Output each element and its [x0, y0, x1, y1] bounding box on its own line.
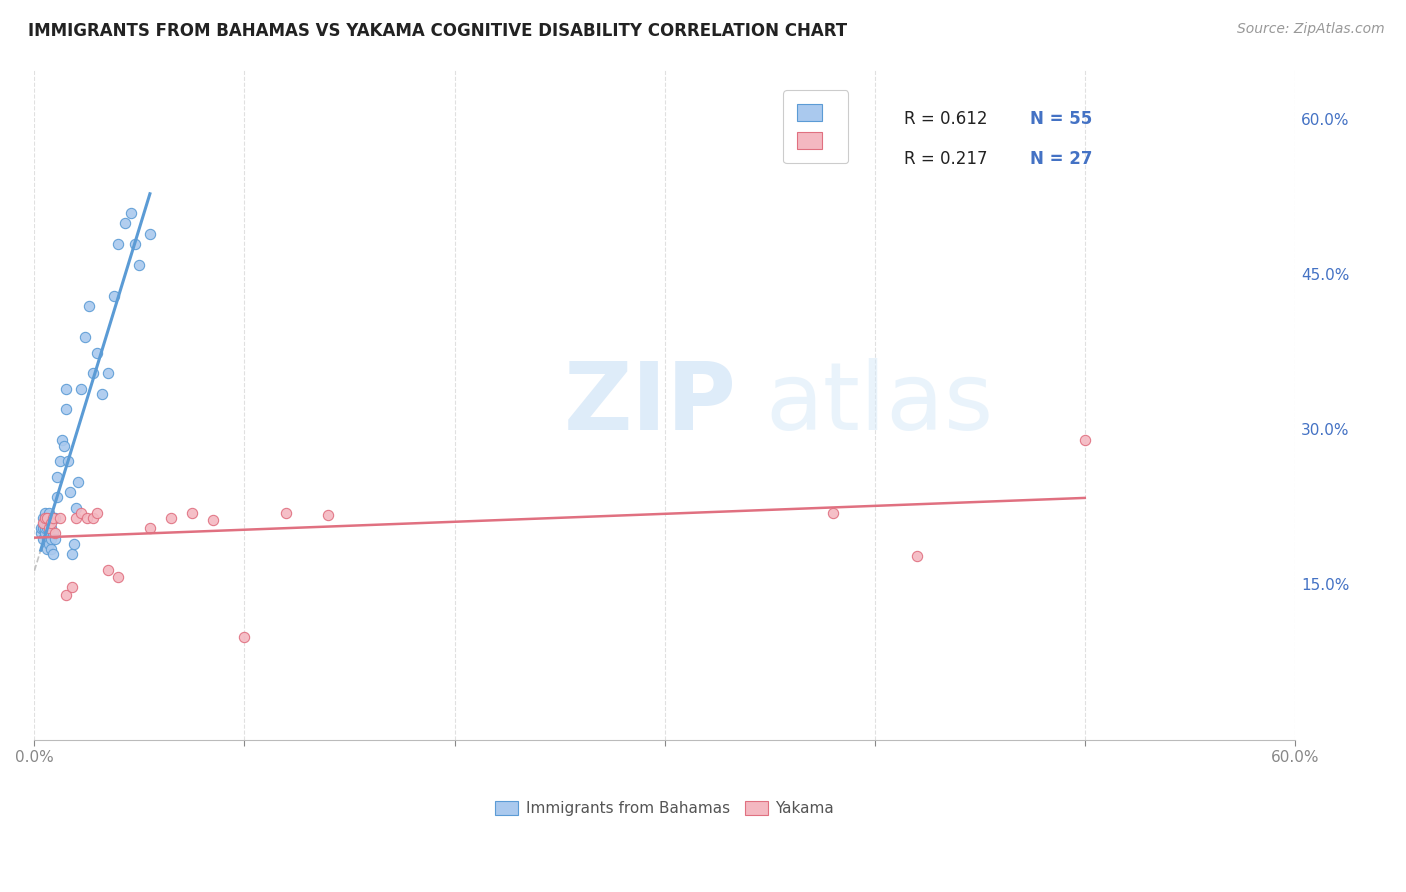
Text: Source: ZipAtlas.com: Source: ZipAtlas.com [1237, 22, 1385, 37]
Point [35, 521, 58, 535]
Text: N = 55: N = 55 [1031, 110, 1092, 128]
Point [42, 547, 65, 561]
Point [65, 500, 87, 515]
Point [82, 511, 104, 525]
Point [34, 526, 56, 541]
Point [65, 511, 87, 525]
Text: 30.0%: 30.0% [1301, 423, 1350, 438]
Text: 45.0%: 45.0% [1301, 268, 1350, 283]
Point [34, 511, 56, 525]
Text: 60.0%: 60.0% [1301, 112, 1350, 128]
Point [34, 521, 56, 535]
Point [46, 490, 69, 504]
Point [31, 511, 53, 525]
Point [51, 434, 73, 448]
Point [52, 439, 75, 453]
Point [44, 511, 66, 525]
Point [114, 217, 136, 231]
Point [77, 299, 100, 313]
Text: atlas: atlas [765, 359, 994, 450]
Point [30, 521, 52, 535]
Point [69, 382, 91, 396]
Point [63, 537, 86, 551]
Point [59, 485, 82, 500]
Point [39, 516, 62, 530]
Point [31, 516, 53, 530]
Point [97, 563, 120, 577]
Point [90, 387, 112, 401]
Point [31, 532, 53, 546]
Point [34, 506, 56, 520]
Text: IMMIGRANTS FROM BAHAMAS VS YAKAMA COGNITIVE DISABILITY CORRELATION CHART: IMMIGRANTS FROM BAHAMAS VS YAKAMA COGNIT… [28, 22, 848, 40]
Point [34, 516, 56, 530]
Point [139, 521, 162, 535]
Point [42, 511, 65, 525]
Point [128, 258, 150, 272]
Point [60, 547, 83, 561]
Point [124, 237, 146, 252]
Point [73, 330, 96, 344]
Point [46, 469, 69, 483]
Point [67, 475, 90, 489]
Point [82, 366, 104, 380]
Point [86, 345, 108, 359]
Text: ZIP: ZIP [564, 359, 737, 450]
Text: R = 0.612: R = 0.612 [904, 110, 987, 128]
Point [97, 366, 120, 380]
Point [55, 588, 77, 602]
Point [48, 454, 70, 468]
Point [35, 511, 58, 525]
Point [107, 570, 129, 584]
Point [107, 237, 129, 252]
Point [39, 541, 62, 556]
Point [35, 541, 58, 556]
Point [201, 513, 224, 527]
Point [38, 521, 60, 535]
Point [44, 532, 66, 546]
Point [35, 532, 58, 546]
Point [60, 580, 83, 594]
Text: N = 27: N = 27 [1031, 150, 1092, 169]
Point [160, 511, 183, 525]
Point [35, 511, 58, 525]
Point [76, 511, 98, 525]
Point [44, 526, 66, 541]
Point [233, 630, 256, 644]
Point [34, 511, 56, 525]
Point [38, 506, 60, 520]
Point [120, 206, 142, 220]
Point [39, 532, 62, 546]
Point [56, 454, 79, 468]
Point [276, 506, 298, 520]
Point [103, 289, 125, 303]
Point [905, 549, 928, 563]
Legend: Immigrants from Bahamas, Yakama: Immigrants from Bahamas, Yakama [489, 795, 841, 822]
Point [55, 402, 77, 417]
Point [69, 506, 91, 520]
Point [38, 526, 60, 541]
Point [38, 516, 60, 530]
Point [318, 508, 340, 522]
Point [30, 526, 52, 541]
Point [39, 511, 62, 525]
Point [86, 506, 108, 520]
Point [181, 506, 204, 520]
Point [821, 506, 844, 520]
Point [35, 516, 58, 530]
Text: R = 0.217: R = 0.217 [904, 150, 987, 169]
Text: 15.0%: 15.0% [1301, 577, 1350, 592]
Point [48, 511, 70, 525]
Point [38, 537, 60, 551]
Point [1074, 434, 1097, 448]
Point [42, 511, 65, 525]
Point [42, 526, 65, 541]
Point [39, 521, 62, 535]
Point [55, 382, 77, 396]
Point [31, 521, 53, 535]
Point [139, 227, 162, 241]
